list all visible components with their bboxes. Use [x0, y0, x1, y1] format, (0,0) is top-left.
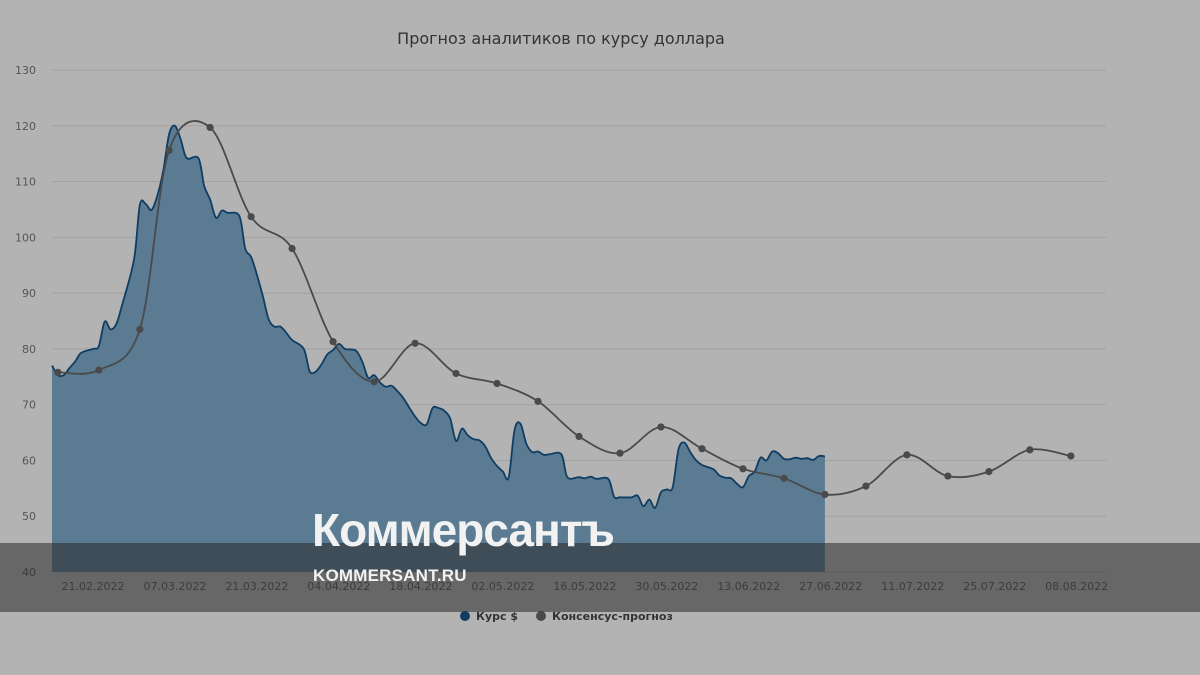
chart-title: Прогноз аналитиков по курсу доллара: [397, 29, 725, 48]
watermark-site: KOMMERSANT.RU: [313, 566, 467, 585]
legend-marker-consensus: [536, 611, 546, 621]
y-tick-label: 50: [22, 510, 36, 523]
consensus-point: [136, 325, 144, 333]
consensus-point: [657, 423, 665, 431]
y-tick-label: 130: [15, 64, 36, 77]
consensus-point: [616, 449, 624, 457]
consensus-point: [288, 244, 296, 253]
y-tick-label: 100: [15, 231, 36, 244]
consensus-point: [1067, 452, 1075, 460]
legend-marker-kurs: [460, 611, 470, 621]
series-kurs-area: [51, 124, 826, 572]
consensus-point: [534, 397, 542, 405]
consensus-point: [739, 465, 747, 473]
consensus-point: [54, 368, 62, 376]
consensus-point: [452, 369, 460, 378]
consensus-line: [57, 120, 1072, 496]
series-consensus-line: [54, 120, 1075, 499]
legend-label-kurs: Курс $: [476, 610, 518, 623]
y-axis-ticks: 405060708090100110120130: [15, 64, 36, 579]
y-tick-label: 80: [22, 343, 36, 356]
consensus-point: [821, 490, 829, 499]
consensus-point: [903, 451, 911, 459]
consensus-point: [493, 379, 501, 388]
consensus-point: [206, 123, 214, 132]
consensus-point: [985, 468, 993, 476]
watermark-brand: Коммерсантъ: [312, 504, 615, 556]
consensus-point: [575, 432, 583, 441]
y-tick-label: 120: [15, 120, 36, 133]
watermark-band: [0, 543, 1200, 612]
y-tick-label: 110: [15, 176, 36, 189]
y-tick-label: 70: [22, 399, 36, 412]
y-tick-label: 60: [22, 454, 36, 467]
consensus-point: [165, 146, 173, 154]
legend: Курс $ Консенсус-прогноз: [460, 610, 673, 623]
legend-label-consensus: Консенсус-прогноз: [552, 610, 673, 623]
consensus-point: [247, 213, 255, 221]
consensus-point: [780, 474, 788, 482]
consensus-point: [329, 338, 337, 346]
consensus-point: [698, 445, 706, 453]
consensus-point: [411, 339, 419, 347]
consensus-point: [1026, 446, 1034, 454]
area-fill: [52, 125, 825, 572]
area-line: [51, 124, 826, 509]
consensus-point: [862, 482, 870, 490]
consensus-point: [370, 378, 378, 386]
y-tick-label: 90: [22, 287, 36, 300]
consensus-point: [95, 366, 103, 374]
consensus-point: [944, 472, 952, 480]
